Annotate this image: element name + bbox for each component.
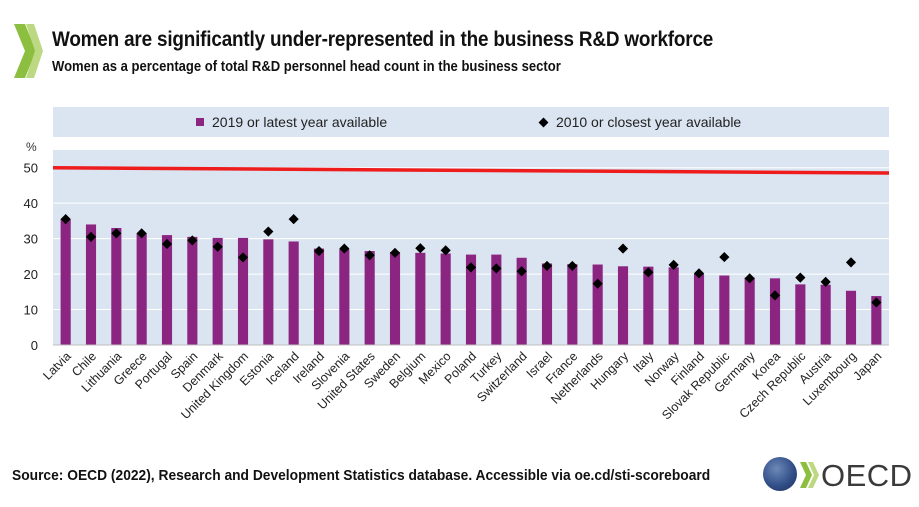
bar <box>845 290 857 345</box>
scatter-point <box>440 245 451 256</box>
bar <box>668 267 679 345</box>
legend-label-bars: 2019 or latest year available <box>212 114 388 130</box>
bar <box>237 237 249 345</box>
oecd-logo: OECD <box>763 457 912 493</box>
bar <box>795 284 806 345</box>
chart-legend: 2019 or latest year available 2010 or cl… <box>53 107 889 137</box>
bar <box>60 219 71 345</box>
scatter-point <box>389 247 401 258</box>
globe-icon <box>763 457 797 491</box>
bar <box>111 228 122 345</box>
bar <box>465 254 477 345</box>
bar <box>212 237 223 345</box>
scatter-point <box>769 290 781 301</box>
legend-item-markers: 2010 or closest year available <box>538 114 742 130</box>
y-tick-label: 30 <box>24 232 38 247</box>
bar <box>136 233 147 345</box>
bar <box>871 296 882 345</box>
scatter-point <box>364 250 375 261</box>
bar <box>161 235 173 345</box>
bar <box>364 251 375 345</box>
bar <box>339 249 350 345</box>
bar <box>313 248 325 345</box>
scatter-point <box>339 243 350 254</box>
bar <box>288 241 299 345</box>
logo-chevron-icon <box>800 462 819 488</box>
scatter-point <box>465 262 477 273</box>
bar <box>693 273 705 345</box>
bar <box>541 263 553 345</box>
scatter-point <box>643 267 654 278</box>
y-tick-label: 50 <box>24 161 38 176</box>
bar <box>744 277 755 345</box>
scatter-point <box>491 263 502 274</box>
logo-text: OECD <box>821 458 913 493</box>
bar <box>440 253 451 345</box>
legend-bar-swatch <box>196 118 204 126</box>
source-note: Source: OECD (2022), Research and Develo… <box>12 467 711 484</box>
scatter-point <box>567 260 578 272</box>
bar <box>187 236 198 345</box>
y-tick-label: 10 <box>24 303 38 318</box>
scatter-point <box>541 260 553 272</box>
x-tick-label: Japan <box>850 349 884 383</box>
scatter-point <box>187 235 198 246</box>
scatter-point <box>161 238 173 250</box>
scatter-point <box>85 231 97 242</box>
scatter-point <box>212 241 223 252</box>
y-axis-unit: % <box>26 140 37 154</box>
oecd-chevron-icon <box>14 24 43 78</box>
chart-plot: 01020304050LatviaChileLithuaniaGreecePor… <box>24 150 890 423</box>
bar <box>769 278 781 345</box>
bar <box>389 252 401 345</box>
bar <box>516 257 527 345</box>
bar <box>617 266 629 345</box>
bar <box>491 254 502 345</box>
y-tick-label: 0 <box>31 338 38 353</box>
bar <box>85 224 97 345</box>
chart-title: Women are significantly under-represente… <box>52 28 714 51</box>
y-tick-label: 40 <box>24 196 38 211</box>
legend-item-bars: 2019 or latest year available <box>196 114 387 130</box>
reference-line <box>52 165 890 175</box>
scatter-point <box>871 297 882 308</box>
bar <box>592 264 603 345</box>
bar <box>263 239 274 345</box>
scatter-point <box>719 251 730 263</box>
scatter-point <box>288 214 299 225</box>
scatter-point <box>820 276 831 287</box>
scatter-point <box>237 252 249 263</box>
legend-label-markers: 2010 or closest year available <box>556 114 742 130</box>
chart-subtitle: Women as a percentage of total R&D perso… <box>52 59 561 75</box>
bar <box>820 284 831 345</box>
y-tick-label: 20 <box>24 267 38 282</box>
x-tick-label: Latvia <box>40 349 74 383</box>
bar <box>719 275 730 345</box>
bar <box>415 252 426 345</box>
bar <box>643 266 654 345</box>
bar <box>567 264 578 345</box>
